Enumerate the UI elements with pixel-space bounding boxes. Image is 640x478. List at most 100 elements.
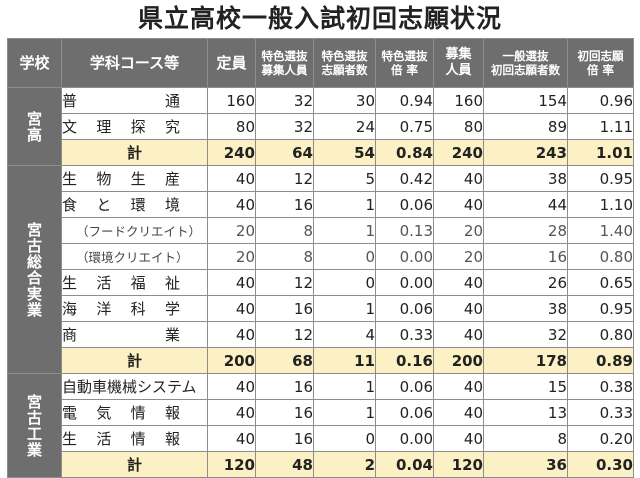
course-name-spread: 海洋科学 xyxy=(62,300,181,318)
value-cell: 16 xyxy=(255,399,314,426)
value-cell: 89 xyxy=(483,113,568,140)
value-cell: 64 xyxy=(255,139,314,166)
course-name: 生活情報 xyxy=(61,425,208,452)
table-body: 宮高普通 160 32 30 0.94 160 154 0.96 文理探究 80 32 24 0.75 8… xyxy=(7,87,634,478)
value-cell: 13 xyxy=(483,399,568,426)
value-cell: 0 xyxy=(313,269,376,296)
value-cell: 32 xyxy=(255,113,314,140)
value-cell: 8 xyxy=(255,243,314,270)
value-cell: 24 xyxy=(313,113,376,140)
value-cell: 40 xyxy=(433,295,484,322)
value-cell: 16 xyxy=(483,243,568,270)
course-name: 商業 xyxy=(61,321,208,348)
value-cell: 40 xyxy=(207,165,256,192)
table-row: 生活情報 40 16 0 0.00 40 8 0.20 xyxy=(8,425,634,452)
school-name: 宮古工業 xyxy=(7,373,62,478)
value-cell: 0.33 xyxy=(567,399,634,426)
header-capacity: 定員 xyxy=(207,38,256,88)
value-cell: 0.33 xyxy=(375,321,434,348)
header-special-applicants: 特色選抜 志願者数 xyxy=(313,38,376,88)
course-name: 食と環境 xyxy=(61,191,208,218)
value-cell: 16 xyxy=(255,191,314,218)
table-row: 宮古工業 自動車機械システム 40 16 1 0.06 40 15 0.38 xyxy=(7,373,634,478)
value-cell: 0.38 xyxy=(567,373,634,400)
value-cell: 0.95 xyxy=(567,295,634,322)
value-cell: 0.04 xyxy=(375,451,434,478)
value-cell: 54 xyxy=(313,139,376,166)
value-cell: 28 xyxy=(483,217,568,244)
value-cell: 0.42 xyxy=(375,165,434,192)
total-label: 計 xyxy=(61,451,208,478)
value-cell: 1 xyxy=(313,399,376,426)
value-cell: 2 xyxy=(313,451,376,478)
value-cell: 40 xyxy=(207,399,256,426)
table-row: 宮古総合実業生物生産 40 12 5 0.42 40 38 0.95 xyxy=(7,165,634,374)
school-name: 宮高 xyxy=(7,87,62,166)
value-cell: 0.06 xyxy=(375,373,434,400)
value-cell: 40 xyxy=(433,399,484,426)
table-row: 商業 40 12 4 0.33 40 32 0.80 xyxy=(8,321,634,348)
value-cell: 243 xyxy=(483,139,568,166)
value-cell: 1 xyxy=(313,295,376,322)
total-row: 計 240 64 54 0.84 240 243 1.01 xyxy=(8,139,634,166)
total-row: 計 120 48 2 0.04 120 36 0.30 xyxy=(8,451,634,478)
value-cell: 1.11 xyxy=(567,113,634,140)
value-cell: 0 xyxy=(313,425,376,452)
value-cell: 1.40 xyxy=(567,217,634,244)
value-cell: 0.06 xyxy=(375,295,434,322)
total-row: 計 200 68 11 0.16 200 178 0.89 xyxy=(8,347,634,374)
value-cell: 1 xyxy=(313,217,376,244)
course-name: （環境クリエイト） xyxy=(61,243,208,270)
course-name: 自動車機械システム xyxy=(61,373,208,400)
value-cell: 80 xyxy=(433,113,484,140)
value-cell: 40 xyxy=(207,295,256,322)
course-name-spread: 生物生産 xyxy=(62,170,181,188)
value-cell: 120 xyxy=(207,451,256,478)
value-cell: 0.30 xyxy=(567,451,634,478)
value-cell: 0.84 xyxy=(375,139,434,166)
value-cell: 0.95 xyxy=(567,165,634,192)
course-name-spread: 食と環境 xyxy=(62,196,181,214)
value-cell: 32 xyxy=(255,87,314,114)
header-school: 学校 xyxy=(7,38,62,88)
value-cell: 1 xyxy=(313,191,376,218)
value-cell: 15 xyxy=(483,373,568,400)
header-general-quota: 募集 人員 xyxy=(433,38,484,88)
value-cell: 0.80 xyxy=(567,243,634,270)
value-cell: 160 xyxy=(207,87,256,114)
table-row: （環境クリエイト） 20 8 0 0.00 20 16 0.80 xyxy=(8,243,634,270)
header-initial-ratio: 初回志願倍 率 xyxy=(567,38,634,88)
header-special-quota: 特色選抜 募集人員 xyxy=(255,38,314,88)
value-cell: 40 xyxy=(207,321,256,348)
value-cell: 160 xyxy=(433,87,484,114)
value-cell: 1 xyxy=(313,373,376,400)
value-cell: 0.80 xyxy=(567,321,634,348)
course-name-spread: 商業 xyxy=(62,326,181,344)
table-row: 文理探究 80 32 24 0.75 80 89 1.11 xyxy=(8,113,634,140)
value-cell: 40 xyxy=(207,191,256,218)
value-cell: 40 xyxy=(207,373,256,400)
value-cell: 0.13 xyxy=(375,217,434,244)
course-name: （フードクリエイト） xyxy=(61,217,208,244)
value-cell: 178 xyxy=(483,347,568,374)
value-cell: 8 xyxy=(483,425,568,452)
value-cell: 20 xyxy=(207,217,256,244)
value-cell: 48 xyxy=(255,451,314,478)
value-cell: 11 xyxy=(313,347,376,374)
value-cell: 12 xyxy=(255,165,314,192)
course-name-spread: 電気情報 xyxy=(62,404,181,422)
value-cell: 30 xyxy=(313,87,376,114)
course-name-spread: 生活福祉 xyxy=(62,274,181,292)
value-cell: 12 xyxy=(255,321,314,348)
course-name: 文理探究 xyxy=(61,113,208,140)
value-cell: 5 xyxy=(313,165,376,192)
course-name: 電気情報 xyxy=(61,399,208,426)
value-cell: 1.10 xyxy=(567,191,634,218)
table-row: （フードクリエイト） 20 8 1 0.13 20 28 1.40 xyxy=(8,217,634,244)
value-cell: 40 xyxy=(207,269,256,296)
value-cell: 44 xyxy=(483,191,568,218)
header-row: 学校 学科コース等 定員 特色選抜 募集人員 特色選抜 志願者数 特色選抜倍 率 募… xyxy=(7,38,634,88)
value-cell: 0.89 xyxy=(567,347,634,374)
value-cell: 20 xyxy=(433,243,484,270)
value-cell: 0.00 xyxy=(375,425,434,452)
